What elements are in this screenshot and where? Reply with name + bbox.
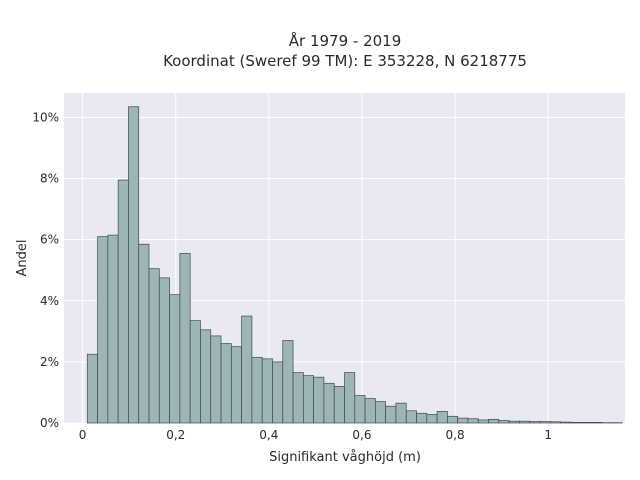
histogram-bar-43 [529, 421, 541, 424]
histogram-bar-23 [323, 382, 335, 424]
histogram-bar-38 [477, 419, 489, 424]
histogram-bar-26 [354, 395, 366, 424]
histogram-bar-20 [292, 372, 304, 424]
bars [86, 106, 623, 424]
histogram-bar-30 [395, 402, 407, 424]
x-axis-ticks: 0 0,2 0,4 0,6 0,8 1 [79, 428, 552, 442]
histogram-bar-45 [549, 421, 561, 424]
histogram-bar-13 [220, 343, 232, 424]
y-axis-label: Andel [15, 240, 30, 277]
y-tick-label: 0% [40, 416, 59, 430]
histogram-bar-21 [302, 375, 314, 424]
histogram-bar-18 [272, 361, 284, 424]
histogram-bar-25 [344, 372, 356, 424]
y-tick-label: 6% [40, 233, 59, 247]
histogram-bar-31 [405, 410, 417, 424]
x-tick-label: 0,6 [352, 428, 371, 442]
histogram-bar-6 [148, 268, 160, 424]
histogram-bar-32 [416, 412, 428, 424]
histogram-bar-39 [488, 418, 500, 424]
histogram-bar-11 [200, 329, 212, 424]
x-tick-label: 0,4 [259, 428, 278, 442]
histogram-bar-8 [169, 294, 181, 424]
histogram-bar-7 [158, 277, 170, 424]
histogram-bar-9 [179, 253, 191, 424]
histogram-bar-1 [97, 236, 109, 424]
histogram-bar-33 [426, 414, 438, 424]
histogram-bar-36 [457, 417, 469, 424]
chart-title-line2: Koordinat (Sweref 99 TM): E 353228, N 62… [163, 52, 527, 70]
y-tick-label: 10% [32, 110, 59, 124]
y-tick-label: 4% [40, 294, 59, 308]
x-tick-label: 0 [79, 428, 87, 442]
y-axis-ticks: 0% 2% 4% 6% 8% 10% [32, 110, 59, 430]
histogram-bar-35 [447, 415, 459, 424]
x-axis-label: Signifikant våghöjd (m) [269, 450, 421, 465]
histogram-bar-27 [364, 398, 376, 424]
histogram-bar-16 [251, 356, 263, 424]
histogram-bar-4 [128, 106, 140, 424]
x-tick-label: 0,2 [166, 428, 185, 442]
histogram-bar-12 [210, 335, 222, 424]
histogram-bar-17 [261, 358, 273, 424]
histogram-bar-48 [580, 422, 592, 424]
histogram-bar-44 [539, 421, 551, 424]
histogram-bar-2 [107, 234, 119, 424]
histogram-bar-3 [117, 179, 129, 424]
histogram-bar-0 [86, 353, 98, 424]
histogram-bar-22 [313, 376, 325, 424]
y-tick-label: 2% [40, 355, 59, 369]
histogram-bar-46 [560, 421, 572, 424]
histogram-bar-41 [508, 420, 520, 424]
histogram-bar-10 [189, 320, 201, 424]
chart-title-line1: År 1979 - 2019 [289, 31, 402, 50]
histogram-bar-29 [385, 405, 397, 424]
x-tick-label: 0,8 [446, 428, 465, 442]
histogram-bar-5 [138, 243, 150, 424]
histogram-bar-19 [282, 340, 294, 424]
histogram-bar-42 [519, 420, 531, 424]
histogram-bar-28 [375, 401, 387, 424]
histogram-bar-14 [230, 346, 242, 424]
x-tick-label: 1 [544, 428, 552, 442]
histogram-bar-34 [436, 411, 448, 424]
histogram-bar-37 [467, 418, 479, 424]
histogram-bar-24 [333, 385, 345, 424]
histogram-bar-15 [241, 315, 253, 424]
histogram-bar-49 [591, 422, 603, 424]
histogram-bar-40 [498, 420, 510, 424]
y-tick-label: 8% [40, 172, 59, 186]
histogram-bar-47 [570, 422, 582, 424]
